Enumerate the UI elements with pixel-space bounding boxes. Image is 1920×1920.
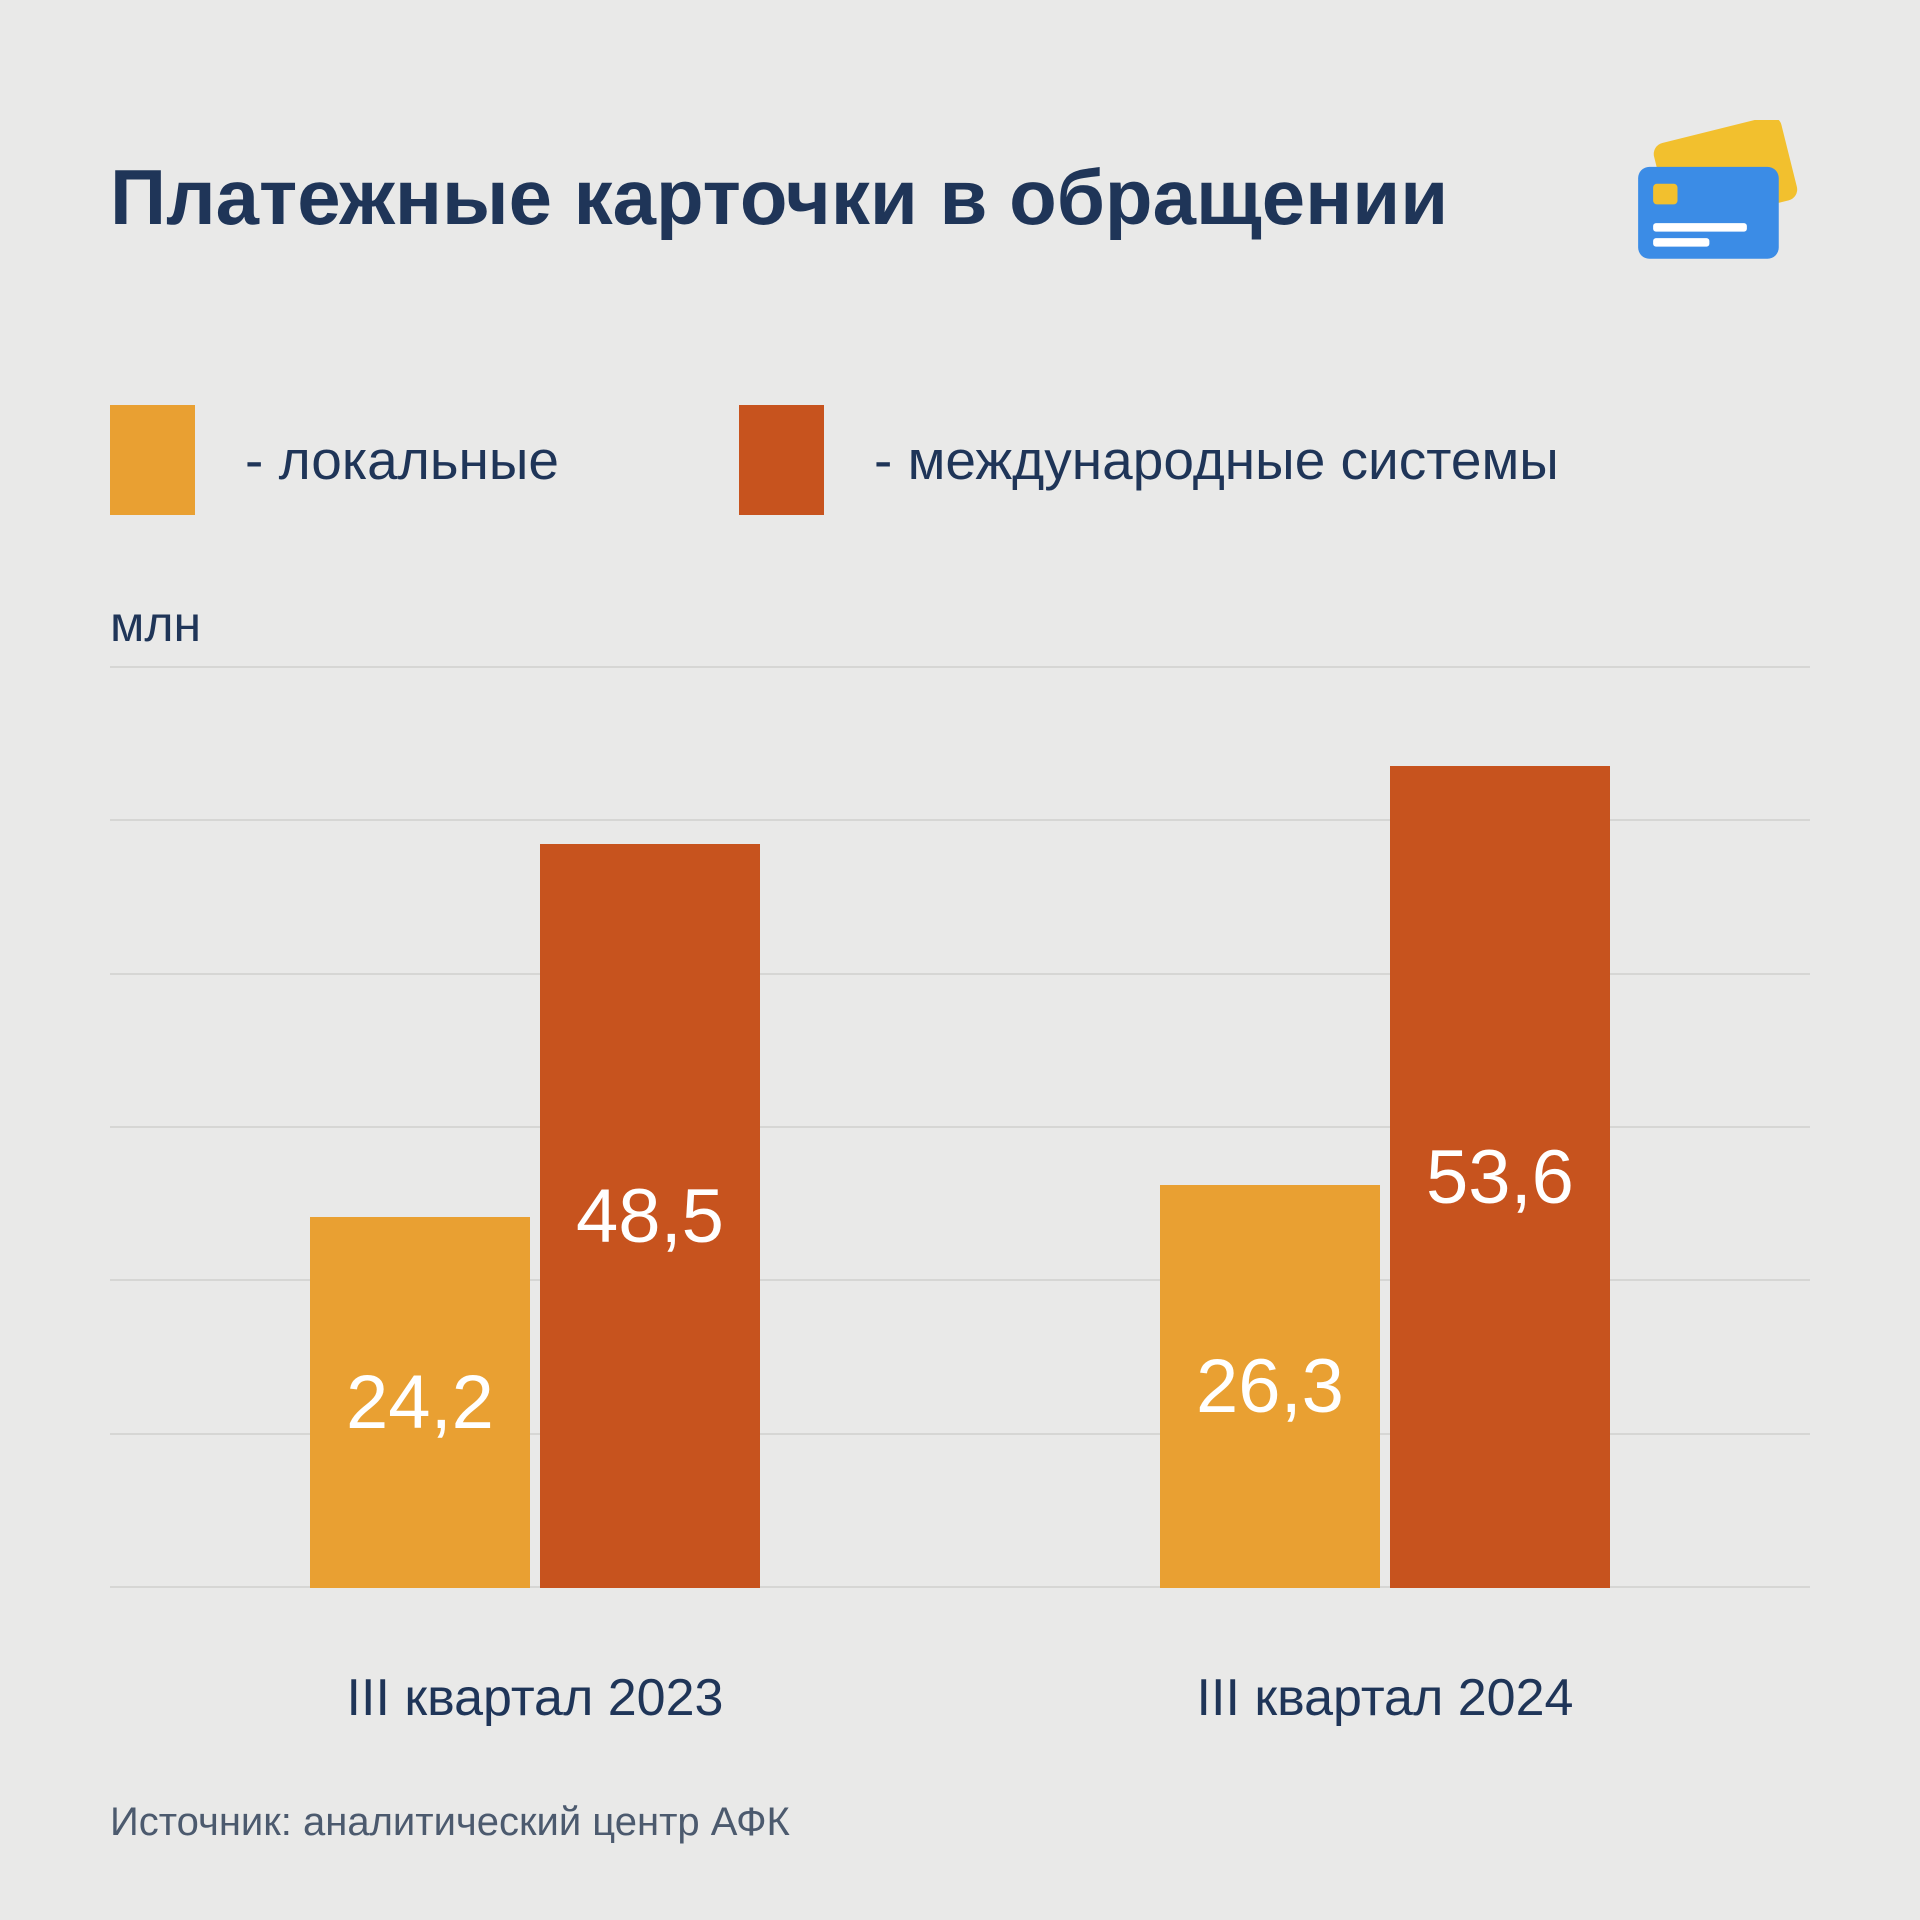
- header: Платежные карточки в обращении: [110, 120, 1810, 275]
- card-chip-rect: [1653, 184, 1677, 205]
- bar-value: 24,2: [346, 1359, 494, 1446]
- legend-label-local: - локальные: [245, 428, 559, 492]
- x-axis-labels: III квартал 2023 III квартал 2024: [110, 1668, 1810, 1728]
- page: Платежные карточки в обращении - локальн…: [0, 0, 1920, 1920]
- legend-label-intl: - международные системы: [874, 428, 1559, 492]
- bar-intl: 53,6: [1390, 766, 1610, 1588]
- bar-intl: 48,5: [540, 844, 760, 1588]
- legend-swatch-local: [110, 405, 195, 515]
- bar-group: 24,2 48,5: [310, 668, 760, 1588]
- legend-item-intl: - международные системы: [739, 405, 1559, 515]
- bar-groups: 24,2 48,5 26,3 53,6: [110, 668, 1810, 1588]
- x-axis-label: III квартал 2024: [1197, 1668, 1574, 1728]
- legend-swatch-intl: [739, 405, 824, 515]
- bar-value: 26,3: [1196, 1343, 1344, 1430]
- chart-area: 24,2 48,5 26,3 53,6: [110, 668, 1810, 1588]
- cards-icon-svg: [1620, 120, 1810, 270]
- bar-group: 26,3 53,6: [1160, 668, 1610, 1588]
- source-label: Источник: аналитический центр АФК: [110, 1800, 790, 1845]
- x-axis-label: III квартал 2023: [347, 1668, 724, 1728]
- chart-title: Платежные карточки в обращении: [110, 153, 1448, 243]
- legend: - локальные - международные системы: [110, 405, 1810, 515]
- bar-local: 24,2: [310, 1217, 530, 1588]
- card-stripe2: [1653, 238, 1709, 246]
- bar-local: 26,3: [1160, 1185, 1380, 1588]
- bar-value: 48,5: [576, 1173, 724, 1260]
- cards-icon: [1620, 120, 1810, 275]
- y-axis-unit: млн: [110, 595, 1810, 653]
- card-stripe1: [1653, 223, 1747, 231]
- bar-value: 53,6: [1426, 1134, 1574, 1221]
- legend-item-local: - локальные: [110, 405, 559, 515]
